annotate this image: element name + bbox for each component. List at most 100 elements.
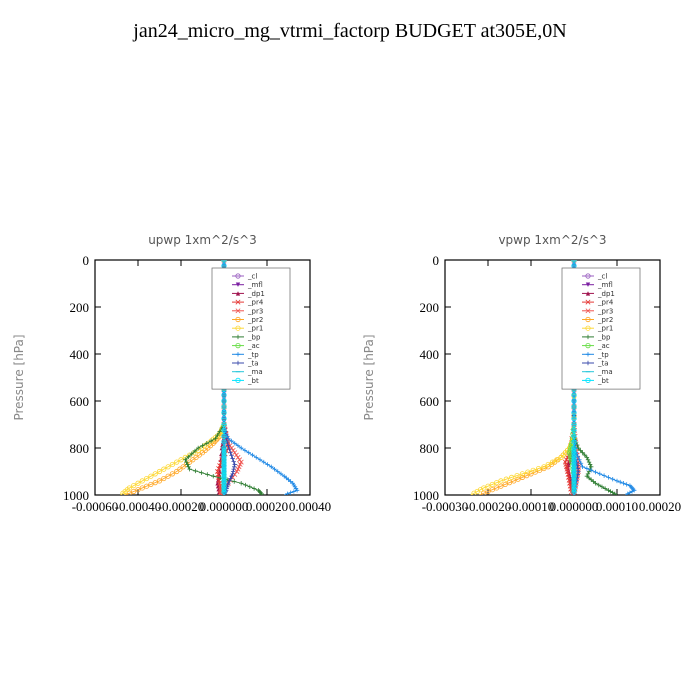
data-point <box>610 476 615 482</box>
data-point <box>221 457 227 463</box>
data-point <box>221 448 227 454</box>
legend-label: _cl <box>597 273 607 281</box>
data-point <box>186 464 191 469</box>
data-point <box>169 461 175 468</box>
data-point <box>288 490 293 495</box>
y-tick-label: 400 <box>420 347 440 362</box>
x-tick-label: 0.000000 <box>200 499 249 514</box>
data-point <box>571 260 577 263</box>
data-point <box>221 474 227 480</box>
legend-marker <box>585 352 591 357</box>
legend-label: _bt <box>597 377 609 385</box>
data-point <box>120 490 126 495</box>
data-point <box>602 486 608 491</box>
data-point <box>251 486 257 491</box>
y-tick-label: 1000 <box>413 488 439 503</box>
data-point <box>571 460 577 466</box>
data-point <box>184 459 189 465</box>
data-point <box>571 404 577 410</box>
data-point <box>185 462 190 467</box>
data-point <box>589 468 594 473</box>
data-point <box>254 455 259 460</box>
data-point <box>215 432 220 438</box>
data-point <box>514 473 520 479</box>
data-point <box>199 470 204 475</box>
data-point <box>230 447 236 453</box>
data-point <box>232 450 238 456</box>
data-point <box>221 486 227 492</box>
data-point <box>593 481 598 486</box>
legend-marker <box>585 325 591 331</box>
data-point <box>230 456 235 461</box>
x-tick-label: -0.00010 <box>508 499 555 514</box>
data-point <box>183 457 188 462</box>
data-point <box>243 482 248 488</box>
data-point <box>571 392 577 398</box>
page-title: jan24_micro_mg_vtrmi_factorp BUDGET at30… <box>133 20 567 42</box>
data-point <box>519 474 526 480</box>
x-tick-label: 0.00020 <box>639 499 681 514</box>
data-point <box>291 489 297 494</box>
data-point <box>571 398 577 404</box>
data-point <box>229 438 234 444</box>
legend-marker <box>585 273 591 279</box>
data-point <box>221 433 227 439</box>
legend-marker <box>235 273 241 279</box>
legend-marker <box>585 342 591 349</box>
data-point <box>227 478 232 484</box>
y-axis-title: Pressure [hPa] <box>12 334 26 420</box>
plot-frame <box>94 259 311 496</box>
data-point <box>131 488 137 495</box>
data-point <box>519 471 526 477</box>
legend-label: _bp <box>247 333 261 341</box>
data-point <box>571 474 577 480</box>
data-point <box>230 469 236 474</box>
legend-marker <box>235 377 241 383</box>
legend-marker <box>235 308 241 314</box>
legend-label: _pr1 <box>597 325 613 333</box>
data-point <box>221 471 227 478</box>
data-point <box>156 478 163 484</box>
data-point <box>152 480 158 486</box>
legend-label: _pr2 <box>247 316 263 324</box>
legend-label: _pr4 <box>247 299 264 307</box>
data-point <box>257 457 263 462</box>
data-point <box>525 469 531 475</box>
data-point <box>135 480 141 486</box>
x-tick-label: 0.00010 <box>596 499 638 514</box>
data-point <box>221 451 227 457</box>
data-point <box>135 487 141 493</box>
data-point <box>221 480 227 486</box>
data-point <box>485 488 491 495</box>
legend-label: _bp <box>597 333 611 341</box>
legend-marker <box>585 308 591 314</box>
data-point <box>216 466 222 472</box>
x-tick-label: -0.00030 <box>422 499 469 514</box>
data-point <box>580 450 585 455</box>
data-point <box>515 476 521 482</box>
data-point <box>196 445 201 451</box>
data-point <box>571 463 577 469</box>
x-tick-label: 0.00040 <box>289 499 331 514</box>
data-point <box>571 477 577 483</box>
data-point <box>506 480 513 486</box>
data-point <box>174 459 180 465</box>
data-point <box>221 421 227 428</box>
plot-frame <box>444 259 661 496</box>
data-point <box>278 471 284 477</box>
data-point <box>618 479 623 485</box>
data-point <box>612 491 618 495</box>
data-point <box>624 482 629 487</box>
data-point <box>571 486 577 492</box>
data-point <box>232 441 237 446</box>
y-tick-label: 0 <box>83 253 90 268</box>
data-point <box>232 462 237 467</box>
data-point <box>211 474 216 479</box>
data-point <box>597 471 602 477</box>
data-point <box>571 480 577 486</box>
data-point <box>144 475 150 482</box>
y-tick-label: 800 <box>420 441 440 456</box>
data-point <box>221 392 227 398</box>
data-point <box>208 438 214 444</box>
legend-label: _pr3 <box>597 307 613 315</box>
